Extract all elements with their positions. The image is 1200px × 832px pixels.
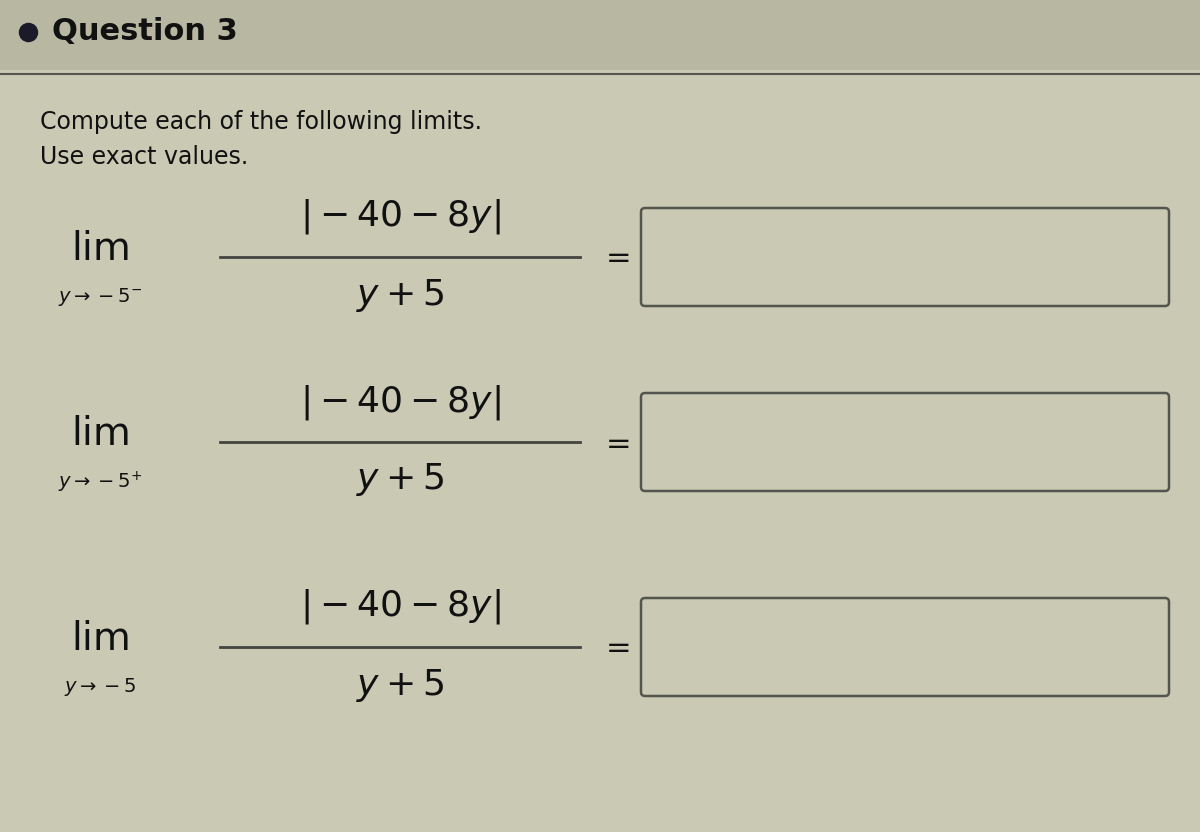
Text: $|-40-8y|$: $|-40-8y|$ — [300, 587, 500, 626]
Text: $=$: $=$ — [600, 428, 630, 457]
Text: $|-40-8y|$: $|-40-8y|$ — [300, 197, 500, 236]
Text: $y+5$: $y+5$ — [355, 666, 444, 704]
FancyBboxPatch shape — [641, 393, 1169, 491]
Text: Compute each of the following limits.: Compute each of the following limits. — [40, 110, 482, 134]
FancyBboxPatch shape — [641, 208, 1169, 306]
Text: $|-40-8y|$: $|-40-8y|$ — [300, 383, 500, 422]
Text: Question 3: Question 3 — [52, 17, 238, 47]
Text: $=$: $=$ — [600, 242, 630, 271]
Text: Use exact values.: Use exact values. — [40, 145, 248, 169]
Text: $=$: $=$ — [600, 632, 630, 661]
Text: $\lim$: $\lim$ — [71, 620, 130, 658]
Text: $\lim$: $\lim$ — [71, 230, 130, 268]
Text: $y+5$: $y+5$ — [355, 276, 444, 314]
Text: $y \rightarrow -5^{+}$: $y \rightarrow -5^{+}$ — [58, 469, 143, 495]
FancyBboxPatch shape — [641, 598, 1169, 696]
Bar — [0, 0, 1200, 70]
Text: $y \rightarrow -5$: $y \rightarrow -5$ — [64, 676, 137, 698]
Text: $y \rightarrow -5^{-}$: $y \rightarrow -5^{-}$ — [58, 286, 143, 308]
Text: $\lim$: $\lim$ — [71, 415, 130, 453]
Text: $y+5$: $y+5$ — [355, 462, 444, 498]
